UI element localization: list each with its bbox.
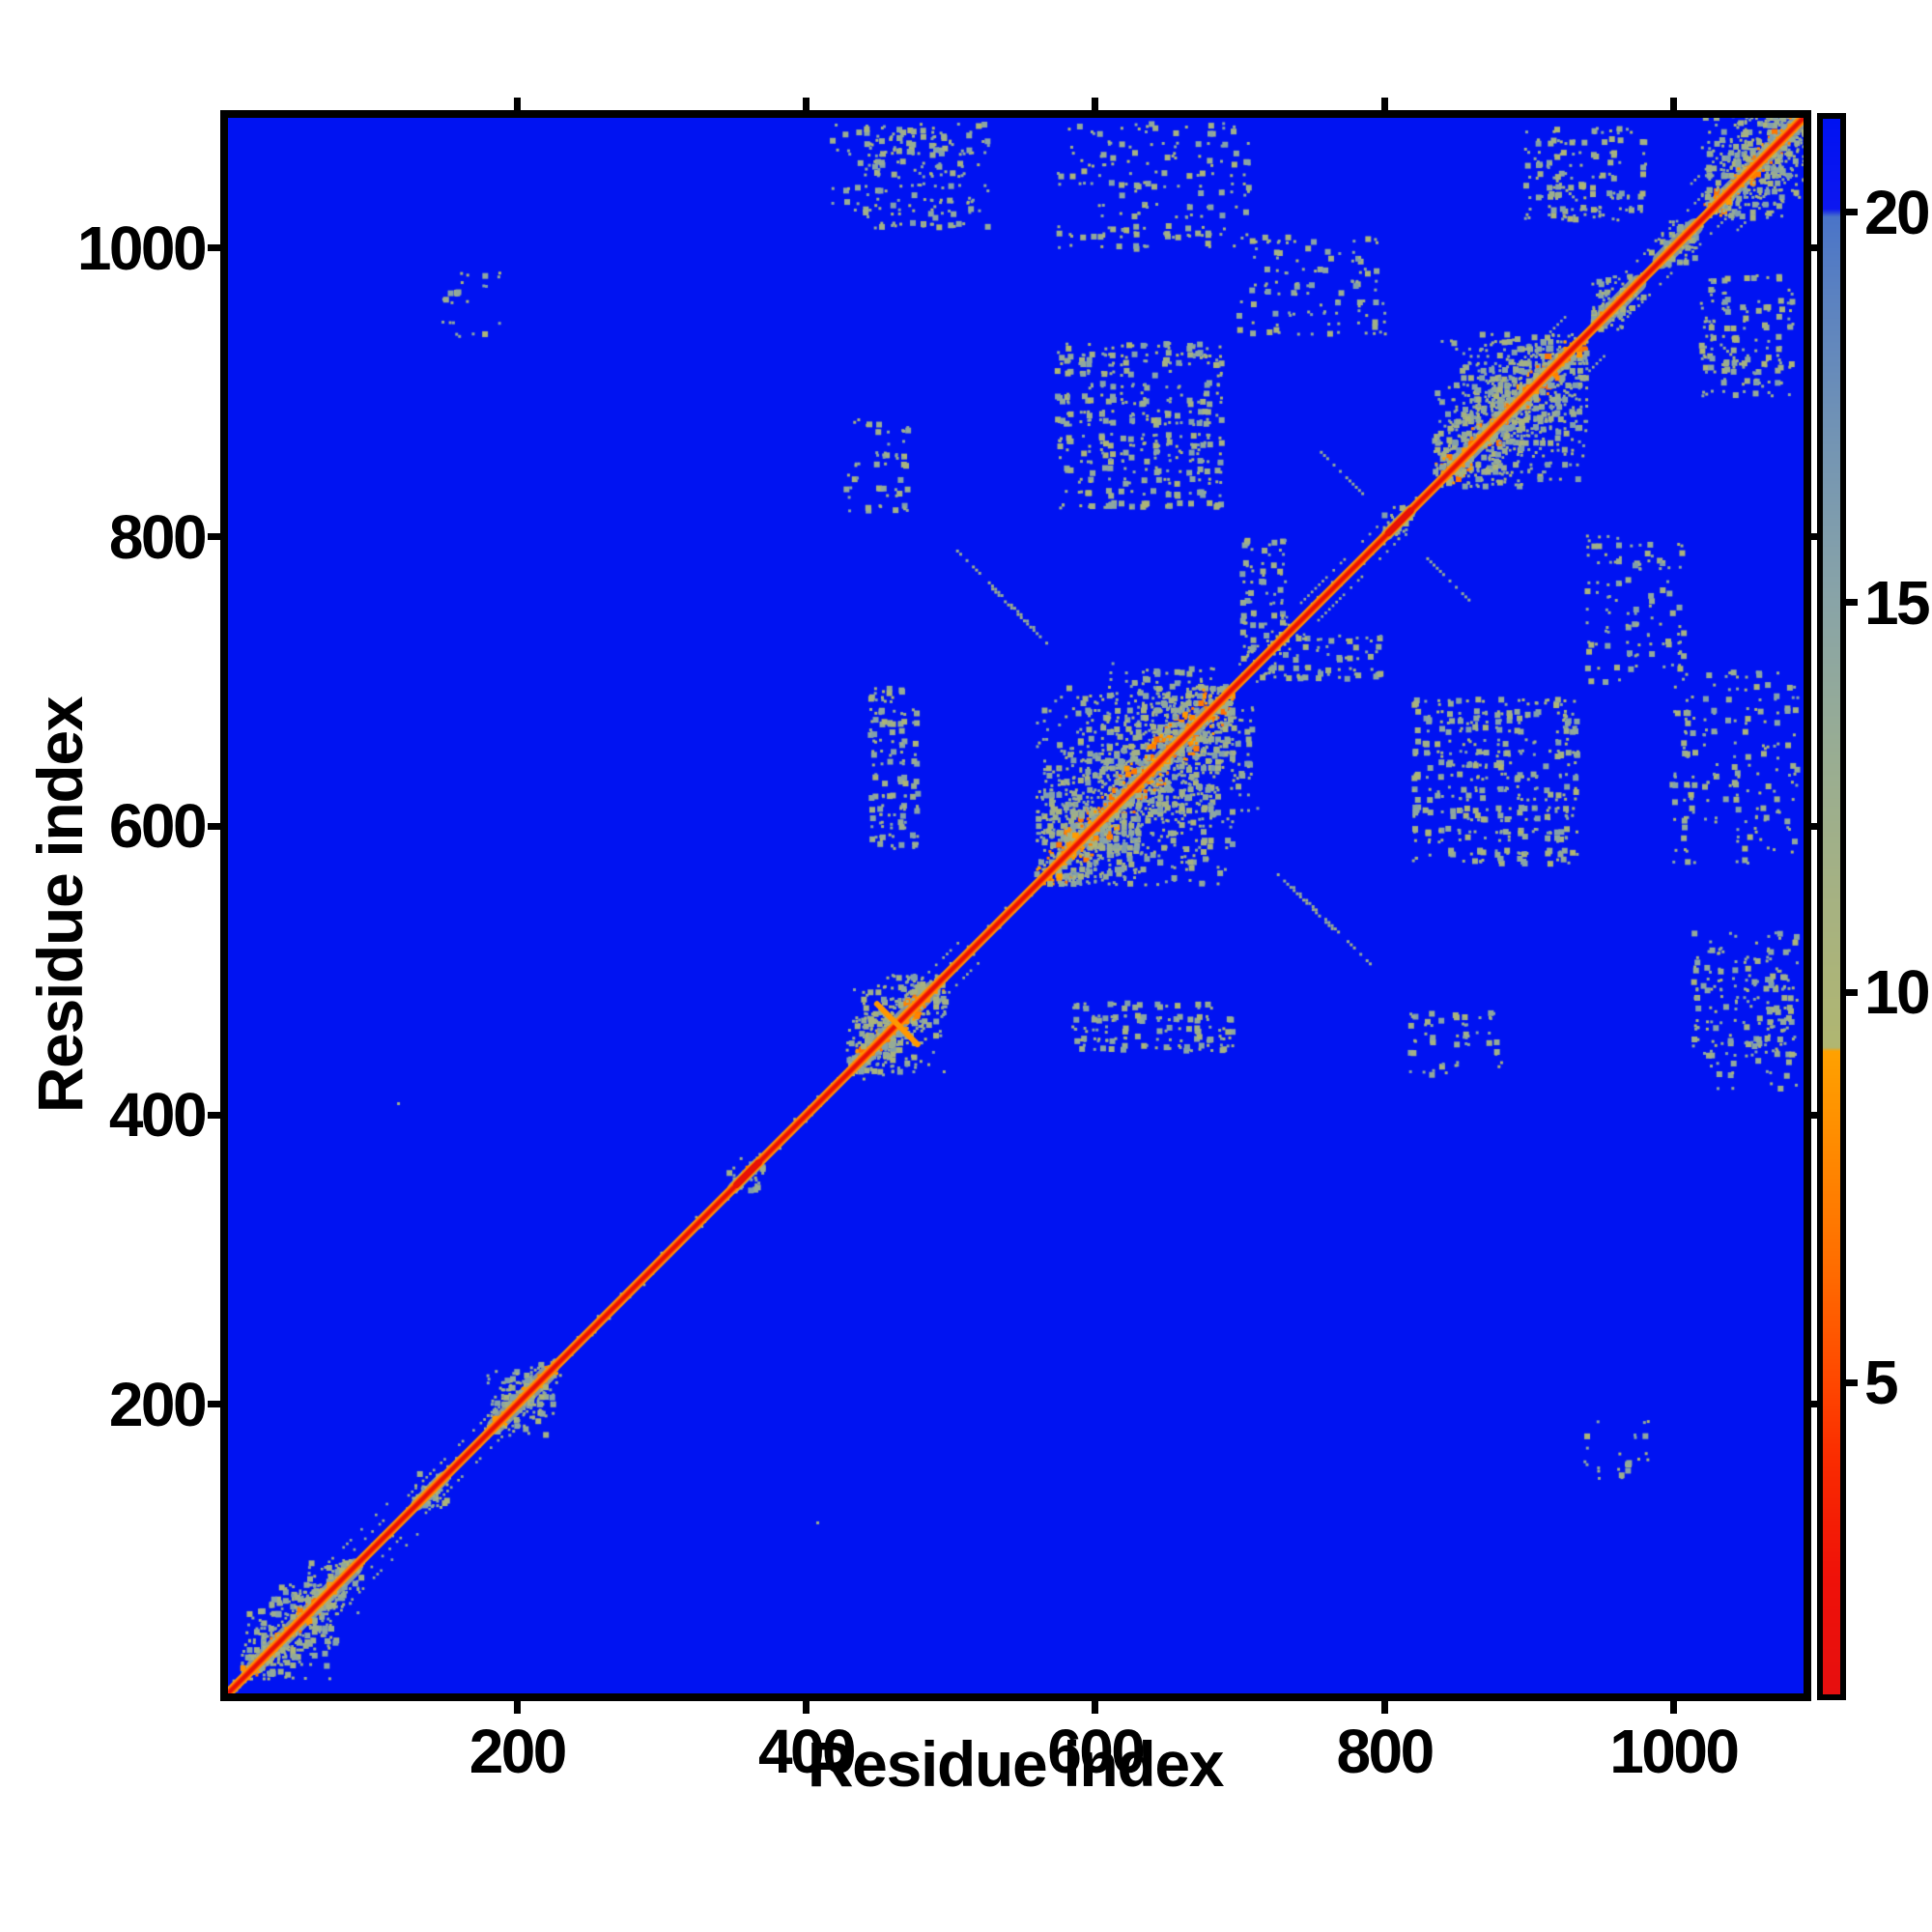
colorbar-tick-mark <box>1845 209 1858 216</box>
x-tick-label: 400 <box>757 1717 857 1786</box>
y-tick-label: 200 <box>108 1369 208 1439</box>
x-tick-mark-top <box>1092 98 1099 110</box>
colorbar-tick-mark <box>1845 599 1858 607</box>
y-tick-mark <box>208 822 220 830</box>
y-tick-label: 1000 <box>76 213 208 283</box>
x-tick-mark <box>1092 1701 1099 1714</box>
colorbar-tick-label: 10 <box>1864 957 1931 1028</box>
x-axis-label: Residue index <box>807 1728 1225 1800</box>
colorbar-tick-label: 20 <box>1864 177 1931 247</box>
colorbar-tick-label: 15 <box>1864 567 1931 638</box>
x-tick-mark <box>1380 1701 1388 1714</box>
y-tick-mark <box>208 1401 220 1408</box>
y-tick-mark <box>208 1111 220 1119</box>
colorbar-frame <box>1817 113 1846 1700</box>
y-tick-mark <box>208 533 220 541</box>
x-tick-label: 200 <box>469 1717 568 1786</box>
colorbar-gradient <box>1823 119 1840 1694</box>
y-axis-label: Residue index <box>24 696 96 1114</box>
distance-matrix-heatmap <box>228 118 1804 1693</box>
x-tick-label: 800 <box>1336 1717 1435 1786</box>
x-tick-mark-top <box>513 98 521 110</box>
x-tick-label: 600 <box>1047 1717 1146 1786</box>
x-tick-label: 1000 <box>1609 1717 1740 1786</box>
x-tick-mark-top <box>1669 98 1677 110</box>
y-tick-label: 600 <box>108 791 208 862</box>
colorbar-tick-label: 5 <box>1864 1348 1899 1418</box>
y-tick-label: 400 <box>108 1080 208 1151</box>
colorbar-tick-mark <box>1845 988 1858 996</box>
x-tick-mark <box>803 1701 810 1714</box>
x-tick-mark <box>513 1701 521 1714</box>
y-tick-mark <box>208 244 220 252</box>
colorbar-tick-mark <box>1845 1378 1858 1386</box>
x-tick-mark <box>1669 1701 1677 1714</box>
y-tick-label: 800 <box>108 501 208 572</box>
plot-frame <box>220 110 1811 1701</box>
x-tick-mark-top <box>1380 98 1388 110</box>
x-tick-mark-top <box>803 98 810 110</box>
